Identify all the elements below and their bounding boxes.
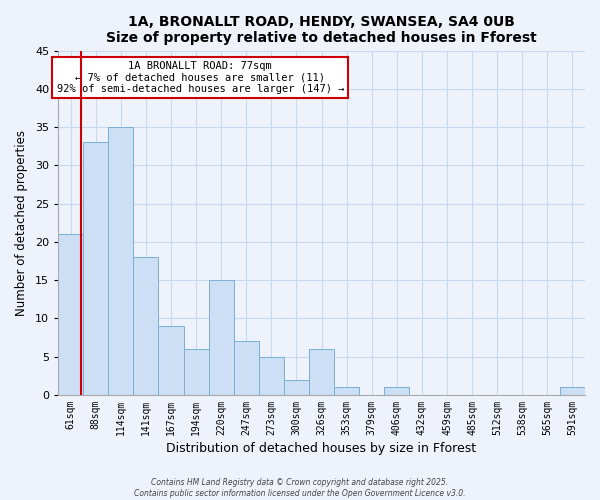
Bar bbox=[234, 342, 259, 395]
Text: 1A BRONALLT ROAD: 77sqm
← 7% of detached houses are smaller (11)
92% of semi-det: 1A BRONALLT ROAD: 77sqm ← 7% of detached… bbox=[56, 61, 344, 94]
Bar bbox=[83, 142, 108, 395]
Bar bbox=[209, 280, 234, 395]
Bar bbox=[58, 234, 83, 395]
Bar bbox=[284, 380, 309, 395]
Bar bbox=[384, 388, 409, 395]
Bar bbox=[560, 388, 585, 395]
Bar bbox=[184, 349, 209, 395]
Bar bbox=[259, 356, 284, 395]
X-axis label: Distribution of detached houses by size in Fforest: Distribution of detached houses by size … bbox=[166, 442, 476, 455]
Bar bbox=[108, 127, 133, 395]
Bar bbox=[334, 388, 359, 395]
Title: 1A, BRONALLT ROAD, HENDY, SWANSEA, SA4 0UB
Size of property relative to detached: 1A, BRONALLT ROAD, HENDY, SWANSEA, SA4 0… bbox=[106, 15, 537, 45]
Bar bbox=[158, 326, 184, 395]
Text: Contains HM Land Registry data © Crown copyright and database right 2025.
Contai: Contains HM Land Registry data © Crown c… bbox=[134, 478, 466, 498]
Y-axis label: Number of detached properties: Number of detached properties bbox=[15, 130, 28, 316]
Bar bbox=[133, 257, 158, 395]
Bar bbox=[309, 349, 334, 395]
